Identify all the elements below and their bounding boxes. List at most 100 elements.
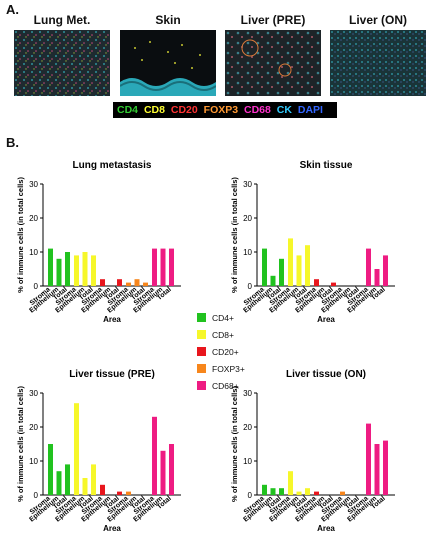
marker-ck: CK (276, 104, 292, 116)
chart-2-ytick-label-3: 30 (243, 180, 252, 189)
chart-1-ylabel: % of immune cells (in total cells) (16, 177, 25, 293)
panel-b-label: B. (6, 135, 19, 150)
legend-label-foxp3: FOXP3+ (212, 363, 245, 374)
chart-4-ylabel: % of immune cells (in total cells) (230, 386, 239, 502)
chart-4-bar-cd4-stroma (262, 484, 267, 495)
chart-2-ytick-label-2: 20 (243, 214, 252, 223)
image-title-liver-pre: Liver (PRE) (240, 13, 306, 27)
chart-2-bar-cd8-stroma (288, 238, 293, 286)
legend: CD4+ CD8+ CD20+ FOXP3+ CD68+ (197, 310, 245, 395)
legend-item-foxp3: FOXP3+ (197, 361, 245, 376)
legend-swatch-cd8 (197, 330, 206, 339)
marker-cd20: CD20 (170, 104, 198, 116)
chart-3-bar-cd8-epithelium (82, 478, 88, 495)
micrograph-lung-met (14, 30, 110, 96)
chart-4-ytick-label-1: 10 (243, 457, 252, 466)
chart-3-bar-cd8-total (91, 464, 96, 495)
legend-label-cd8: CD8+ (212, 329, 234, 340)
chart-2-title: Skin tissue (300, 160, 353, 171)
chart-3-bar-cd8-stroma (74, 403, 79, 495)
chart-3-ytick-label-0: 0 (34, 491, 39, 500)
marker-cd68: CD68 (244, 104, 271, 116)
chart-2-bar-cd4-total (279, 258, 284, 286)
chart-1-bar-cd20-stroma (100, 279, 105, 286)
chart-2-ytick-label-1: 10 (243, 248, 252, 257)
chart-3-ytick-label-1: 10 (29, 457, 38, 466)
chart-4-bar-foxp3-stroma (340, 491, 345, 495)
chart-1-bar-cd4-stroma (48, 248, 53, 286)
marker-cd8: CD8 (143, 104, 165, 116)
chart-1-ytick-label-0: 0 (34, 282, 39, 291)
chart-2-bar-cd20-stroma (314, 279, 319, 286)
chart-1-bar-cd8-stroma (74, 255, 79, 286)
chart-1-bar-cd8-epithelium (82, 252, 88, 286)
marker-color-key: CD4 CD8 CD20 FOXP3 CD68 CK DAPI (113, 102, 337, 118)
chart-1-bar-cd68-total (169, 248, 174, 286)
legend-swatch-foxp3 (197, 364, 206, 373)
chart-2-bar-cd68-epithelium (374, 269, 380, 286)
legend-item-cd8: CD8+ (197, 327, 245, 342)
chart-3-bar-cd20-stroma (100, 484, 105, 495)
legend-label-cd4: CD4+ (212, 312, 234, 323)
chart-3-bar-cd4-stroma (48, 444, 53, 495)
micrograph-liver-on-texture (330, 30, 426, 96)
chart-1-ytick-label-1: 10 (29, 248, 38, 257)
legend-item-cd68: CD68+ (197, 378, 245, 393)
chart-1-ytick-label-3: 30 (29, 180, 38, 189)
chart-4-ytick-label-3: 30 (243, 389, 252, 398)
chart-4-bar-cd20-stroma (314, 491, 319, 495)
chart-1-bar-foxp3-total (143, 282, 148, 286)
chart-1-bar-cd68-epithelium (160, 248, 166, 286)
marker-cd4: CD4 (117, 104, 139, 116)
chart-3-xlabel: Area (103, 524, 121, 533)
chart-2-bar-cd8-total (305, 245, 310, 286)
chart-1-bar-cd20-total (117, 279, 122, 286)
chart-2-xlabel: Area (317, 315, 335, 324)
chart-2-ylabel: % of immune cells (in total cells) (230, 177, 239, 293)
micrograph-liver-on (330, 30, 426, 96)
chart-2-bar-cd68-stroma (366, 248, 371, 286)
chart-3-bar-cd68-total (169, 444, 174, 495)
chart-1-bar-cd68-stroma (152, 248, 157, 286)
chart-1-ytick-label-2: 20 (29, 214, 38, 223)
marker-dapi: DAPI (297, 104, 323, 116)
chart-1-bar-cd8-total (91, 255, 96, 286)
chart-1-bar-foxp3-stroma (126, 282, 131, 286)
chart-4-bar-cd68-total (383, 440, 388, 495)
chart-2-bar-cd4-epithelium (270, 275, 276, 286)
legend-swatch-cd20 (197, 347, 206, 356)
marker-foxp3: FOXP3 (203, 104, 239, 116)
chart-4-bar-cd4-epithelium (270, 488, 276, 495)
chart-2-bar-cd4-stroma (262, 248, 267, 286)
chart-1-xlabel: Area (103, 315, 121, 324)
chart-1-title: Lung metastasis (73, 160, 152, 171)
panel-a-label: A. (6, 2, 19, 17)
chart-3-bar-cd68-epithelium (160, 450, 166, 495)
chart-4-bar-cd4-total (279, 488, 284, 495)
chart-4-ytick-label-2: 20 (243, 423, 252, 432)
chart-1-bar-cd4-epithelium (56, 258, 62, 286)
chart-3-ytick-label-3: 30 (29, 389, 38, 398)
legend-label-cd68: CD68+ (212, 380, 239, 391)
chart-4-xlabel: Area (317, 524, 335, 533)
image-title-liver-on: Liver (ON) (348, 13, 407, 27)
micrograph-lung-met-texture (14, 30, 110, 96)
chart-4-bar-cd68-epithelium (374, 444, 380, 495)
chart-2-ytick-label-0: 0 (248, 282, 253, 291)
image-title-lung-met: Lung Met. (33, 13, 91, 27)
micrograph-skin-texture (120, 30, 216, 96)
chart-4-bar-cd8-total (305, 488, 310, 495)
legend-item-cd20: CD20+ (197, 344, 245, 359)
chart-4-bar-cd68-stroma (366, 423, 371, 495)
image-title-skin: Skin (155, 13, 181, 27)
micrograph-liver-pre (225, 30, 321, 96)
micrograph-liver-pre-texture (225, 30, 321, 96)
legend-item-cd4: CD4+ (197, 310, 245, 325)
chart-4-bar-cd8-epithelium (296, 491, 302, 495)
chart-3-ylabel: % of immune cells (in total cells) (16, 386, 25, 502)
chart-3-bar-cd68-stroma (152, 416, 157, 495)
chart-4-title: Liver tissue (ON) (286, 369, 366, 380)
chart-3-bar-cd20-total (117, 491, 122, 495)
chart-2-bar-cd8-epithelium (296, 255, 302, 286)
micrograph-skin (120, 30, 216, 96)
